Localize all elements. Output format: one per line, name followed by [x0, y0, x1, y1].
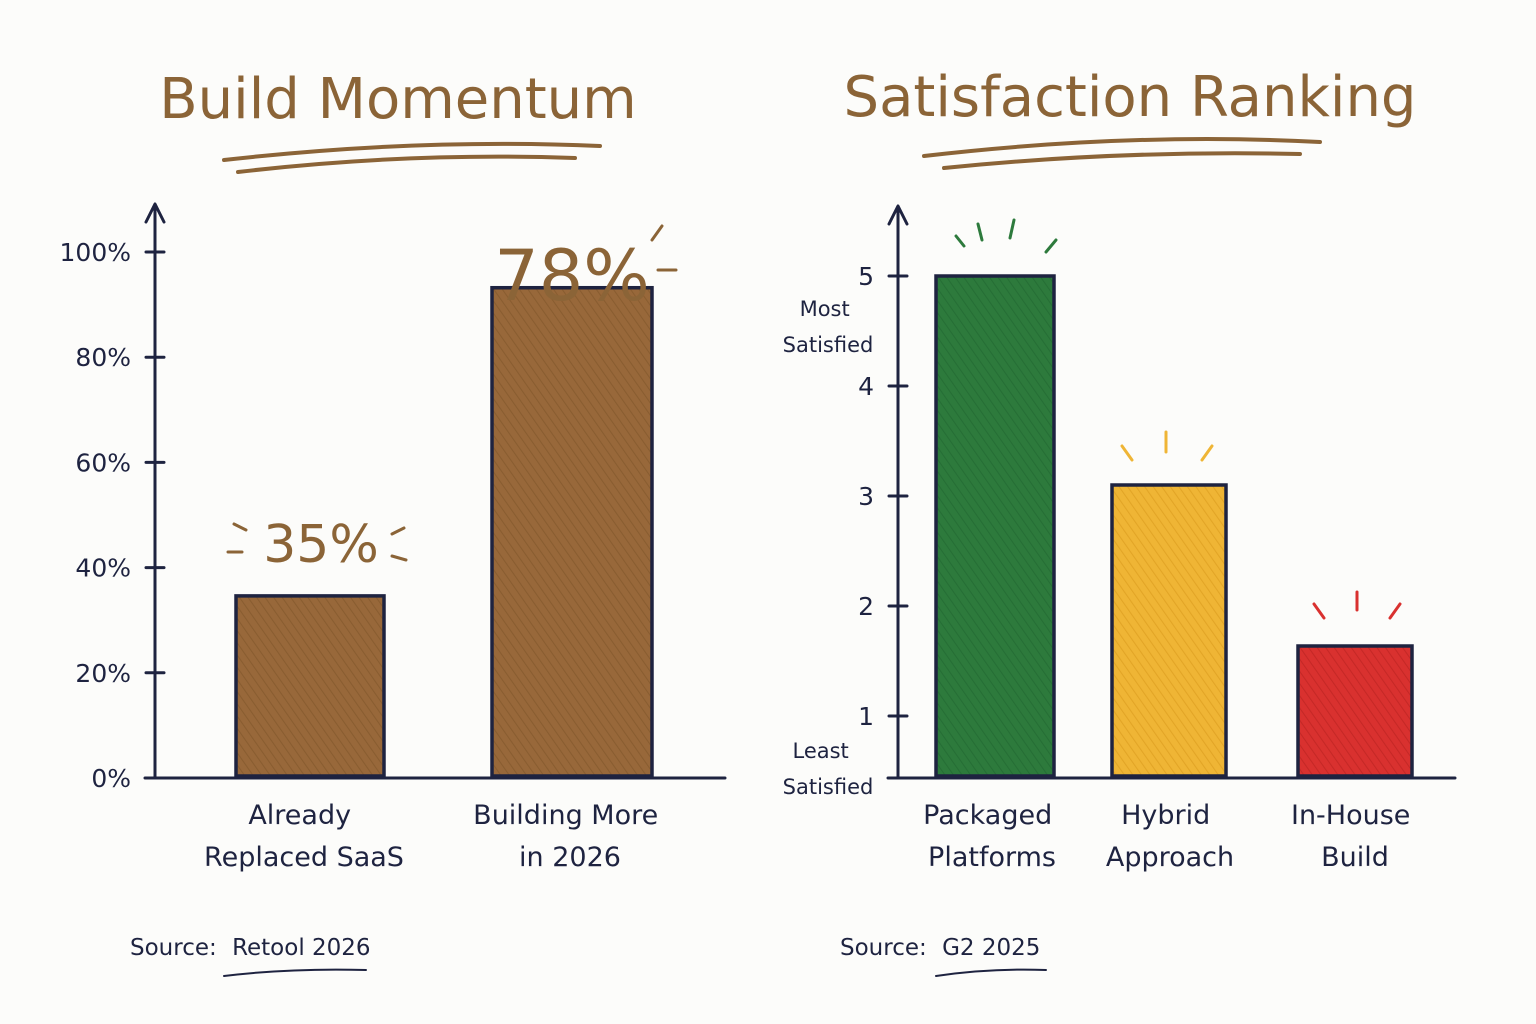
bar-sparks-yellow — [1120, 430, 1214, 462]
source-prefix: Source: — [130, 935, 217, 961]
y-tick-label: 5 — [858, 262, 874, 291]
source-note: Source: Retool 2026 — [130, 935, 371, 961]
source-underline — [935, 968, 1047, 977]
bar-building-more-2026 — [490, 285, 654, 778]
annotation-most-satisfied: Most Satisfied — [783, 297, 874, 357]
y-tick-label: 3 — [858, 482, 874, 511]
y-tick-label: 40% — [75, 554, 131, 583]
y-ticks: 0% 20% 40% 60% 80% 100% — [60, 238, 166, 793]
data-label-35: 35% — [263, 515, 379, 575]
bar-packaged-platforms — [934, 274, 1056, 778]
category-label-hybrid-approach: Hybrid Approach — [1106, 800, 1234, 873]
chart-satisfaction-ranking: Satisfaction Ranking 1 2 3 4 5 Most Satisfie… — [783, 65, 1457, 977]
annotation-line: Most — [800, 297, 850, 321]
y-tick-label: 1 — [858, 702, 874, 731]
bar-sparks-green — [954, 218, 1058, 254]
bar-in-house-build — [1296, 644, 1414, 778]
y-axis-arrowhead — [887, 204, 909, 226]
title-underline — [222, 141, 602, 174]
source-prefix: Source: — [840, 935, 927, 961]
category-label-line: Build — [1321, 842, 1389, 873]
category-label-packaged-platforms: Packaged Platforms — [923, 800, 1061, 873]
chart-build-momentum: Build Momentum 0% 20% 40% 60% 80% 100% 35% 78… — [60, 67, 727, 977]
y-tick-label: 4 — [858, 372, 874, 401]
category-label-line: In-House — [1291, 800, 1410, 831]
category-label-line: Already — [248, 800, 351, 831]
data-label-35-sparks — [226, 522, 408, 562]
annotation-line: Satisfied — [783, 775, 874, 799]
source-underline — [223, 968, 367, 977]
y-tick-label: 60% — [75, 448, 131, 477]
chart-title: Build Momentum — [159, 67, 636, 132]
category-label-line: Replaced SaaS — [204, 842, 404, 873]
y-ticks: 1 2 3 4 5 — [858, 262, 909, 731]
bar-sparks-red — [1312, 590, 1402, 620]
category-label-line: Packaged — [923, 800, 1052, 831]
source-name: Retool 2026 — [232, 935, 371, 961]
y-tick-label: 80% — [75, 343, 131, 372]
y-tick-label: 2 — [858, 592, 874, 621]
data-label-78-sparks — [650, 224, 678, 272]
title-underline — [922, 137, 1322, 170]
y-tick-label: 100% — [60, 238, 131, 267]
category-label-line: in 2026 — [519, 842, 621, 873]
y-tick-label: 20% — [75, 659, 131, 688]
category-label-line: Approach — [1106, 842, 1234, 873]
chart-title: Satisfaction Ranking — [844, 65, 1417, 130]
category-label-building-more-2026: Building More in 2026 — [473, 800, 667, 873]
source-note: Source: G2 2025 — [840, 935, 1040, 961]
category-label-line: Hybrid — [1121, 800, 1210, 831]
bar-hybrid-approach — [1110, 483, 1228, 778]
category-label-already-replaced-saas: Already Replaced SaaS — [204, 800, 404, 873]
annotation-line: Least — [793, 739, 849, 763]
y-axis-arrowhead — [144, 202, 166, 224]
annotation-least-satisfied: Least Satisfied — [783, 739, 874, 799]
category-label-line: Building More — [473, 800, 658, 831]
bar-already-replaced-saas — [234, 594, 386, 778]
source-name: G2 2025 — [942, 935, 1040, 961]
data-label-78: 78% — [494, 235, 650, 317]
y-tick-label: 0% — [91, 764, 131, 793]
category-label-in-house-build: In-House Build — [1291, 800, 1419, 873]
category-label-line: Platforms — [928, 842, 1056, 873]
annotation-line: Satisfied — [783, 333, 874, 357]
